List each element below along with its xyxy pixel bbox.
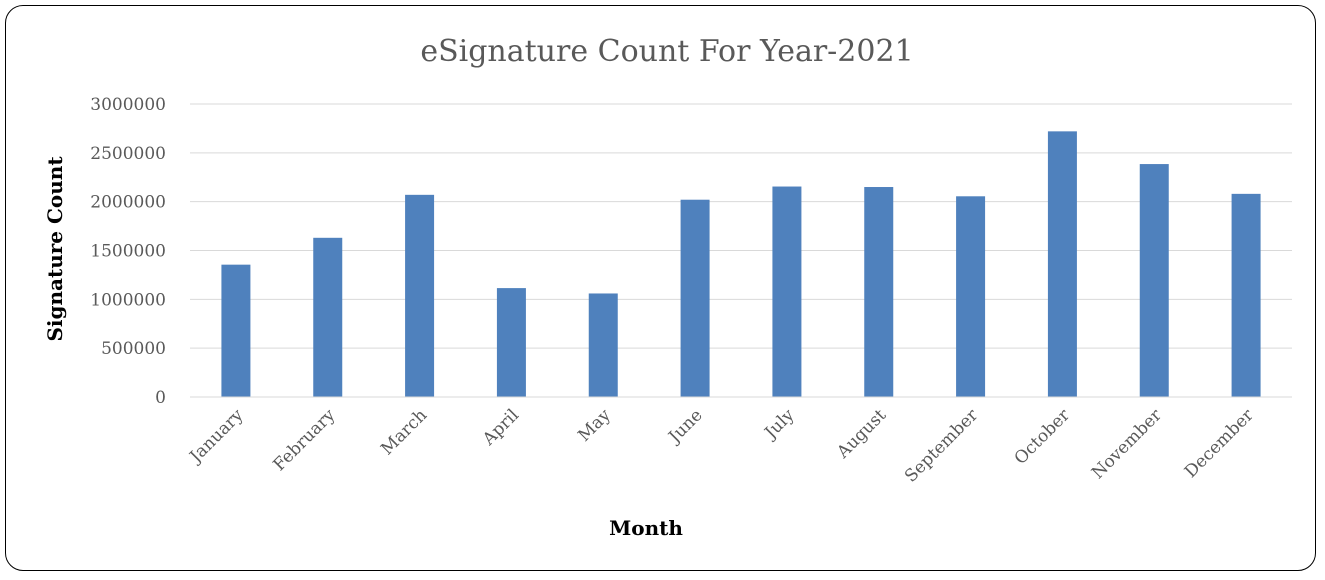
x-axis-ticks: January February March April May June July Augu… [185,405,1259,487]
x-tick-label-march: March [377,405,431,459]
x-tick-label-december: December [1181,405,1258,482]
bar-june [680,199,710,397]
bar-october [1047,131,1077,397]
bars [221,131,1261,397]
bar-march [405,194,435,397]
bar-july [772,186,802,397]
x-tick-label-november: November [1088,405,1166,483]
y-tick-label: 3000000 [90,95,166,115]
bar-august [864,187,894,397]
y-tick-label: 2500000 [90,144,166,164]
x-tick-label-september: September [901,405,983,487]
y-tick-label: 1000000 [90,290,166,310]
x-axis-label: Month [609,516,683,540]
y-axis-label: Signature Count [43,156,67,342]
x-tick-label-july: July [760,405,799,444]
bar-january [221,264,251,397]
x-tick-label-october: October [1011,405,1075,469]
bar-december [1231,193,1261,397]
bar-november [1139,164,1169,397]
x-tick-label-february: February [269,405,339,475]
bar-may [588,293,618,397]
y-axis-ticks: 0 500000 1000000 1500000 2000000 2500000 30000… [90,95,166,408]
y-tick-label: 1500000 [90,242,166,262]
x-tick-label-june: June [664,405,707,448]
x-tick-label-august: August [833,405,891,463]
y-tick-label: 0 [155,388,166,408]
gridlines [190,103,1292,349]
bar-february [313,237,343,397]
chart-title: eSignature Count For Year-2021 [420,34,913,69]
x-tick-label-january: January [185,405,248,468]
x-tick-label-april: April [478,405,523,450]
y-tick-label: 2000000 [90,193,166,213]
bar-april [496,288,526,397]
bar-september [956,196,986,397]
x-tick-label-may: May [574,405,615,446]
y-tick-label: 500000 [101,339,166,359]
